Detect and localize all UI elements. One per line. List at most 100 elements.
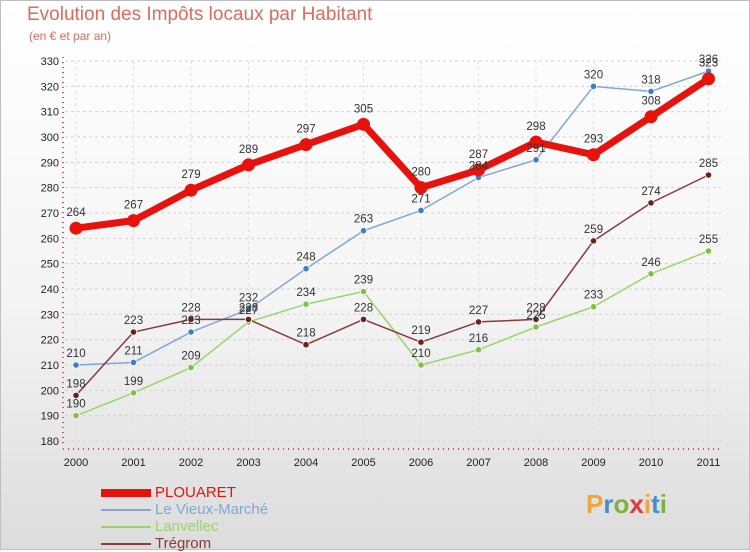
data-label: 234: [296, 287, 316, 299]
data-point: [184, 183, 198, 197]
y-tick-label: 260: [41, 233, 59, 245]
legend-swatch: [101, 542, 151, 545]
legend-item: Lanvellec: [101, 518, 268, 535]
data-point: [357, 117, 370, 131]
data-label: 320: [584, 69, 603, 81]
data-point: [589, 237, 598, 245]
data-label: 210: [66, 348, 85, 360]
data-point: [704, 247, 713, 255]
x-tick-label: 2005: [351, 457, 375, 469]
data-point: [72, 391, 80, 399]
data-point: [532, 315, 540, 323]
data-point: [647, 270, 655, 278]
data-label: 219: [411, 325, 430, 337]
data-label: 279: [181, 169, 200, 181]
legend-item: PLOUARET: [101, 484, 268, 501]
data-label: 293: [584, 134, 603, 146]
y-tick-label: 290: [41, 157, 59, 169]
data-label: 305: [354, 103, 373, 115]
x-tick-label: 2007: [466, 457, 490, 469]
data-label: 291: [526, 143, 545, 155]
data-point: [647, 199, 655, 207]
x-tick-label: 2010: [639, 457, 663, 469]
data-point: [417, 338, 425, 346]
y-tick-label: 320: [41, 81, 59, 93]
legend-label: Trégrom: [155, 535, 212, 552]
data-label: 225: [526, 310, 545, 322]
data-label: 264: [66, 207, 86, 219]
series-line: [75, 70, 710, 366]
data-label: 248: [296, 252, 315, 264]
data-label: 216: [469, 333, 488, 345]
y-tick-label: 280: [41, 183, 59, 195]
data-label: 298: [526, 121, 545, 133]
legend-item: Le Vieux-Marché: [101, 501, 268, 518]
data-point: [69, 221, 83, 235]
data-point: [244, 315, 253, 323]
data-label: 246: [641, 257, 660, 269]
data-point: [704, 171, 713, 179]
y-tick-label: 330: [41, 56, 59, 68]
x-tick-label: 2001: [121, 457, 145, 469]
data-label: 227: [469, 305, 488, 317]
data-point: [187, 363, 195, 372]
data-point: [589, 303, 598, 311]
x-tick-label: 2002: [179, 457, 203, 469]
x-tick-label: 2011: [697, 457, 721, 469]
data-point: [127, 214, 140, 228]
x-tick-label: 2000: [64, 457, 88, 469]
data-point: [417, 361, 425, 369]
data-point: [644, 110, 658, 124]
data-point: [532, 323, 540, 331]
data-label: 198: [66, 378, 85, 390]
data-label: 239: [354, 275, 373, 287]
data-label: 232: [239, 292, 258, 304]
data-label: 259: [584, 224, 603, 236]
chart-subtitle: (en € et par an): [29, 29, 112, 43]
legend-swatch: [101, 525, 151, 528]
legend-label: PLOUARET: [155, 484, 236, 501]
x-tick-label: 2003: [236, 457, 260, 469]
y-tick-label: 210: [41, 360, 59, 372]
legend-item: Trégrom: [101, 535, 268, 552]
y-tick-label: 250: [41, 259, 59, 271]
data-label: 284: [469, 161, 489, 173]
y-tick-label: 200: [41, 385, 59, 397]
data-point: [302, 265, 310, 273]
data-point: [414, 181, 428, 195]
data-point: [129, 358, 138, 367]
data-label: 223: [124, 315, 143, 327]
data-point: [187, 328, 195, 336]
data-point: [474, 346, 483, 354]
data-label: 289: [239, 144, 258, 156]
data-point: [587, 148, 600, 162]
y-tick-label: 190: [41, 411, 59, 423]
data-label: 199: [124, 376, 143, 388]
data-point: [72, 412, 80, 420]
data-label: 209: [181, 351, 200, 363]
proxiti-logo: Proxiti: [586, 489, 667, 519]
data-point: [532, 156, 540, 164]
legend-label: Lanvellec: [155, 518, 219, 535]
x-tick-label: 2009: [581, 457, 605, 469]
data-label: 227: [239, 305, 258, 317]
data-label: 267: [124, 200, 143, 212]
legend-label: Le Vieux-Marché: [155, 501, 269, 518]
data-label: 210: [411, 348, 430, 360]
data-point: [702, 72, 715, 86]
data-point: [359, 227, 368, 235]
data-label: 218: [296, 328, 315, 340]
y-tick-label: 230: [41, 309, 59, 321]
data-label: 280: [411, 167, 430, 179]
data-point: [647, 87, 655, 96]
data-point: [244, 305, 253, 313]
data-point: [129, 389, 138, 397]
data-point: [529, 135, 543, 149]
data-label: 271: [411, 193, 430, 205]
y-tick-label: 240: [41, 284, 59, 296]
data-label: 285: [699, 158, 718, 170]
data-label: 323: [699, 58, 718, 70]
data-label: 228: [526, 302, 545, 314]
